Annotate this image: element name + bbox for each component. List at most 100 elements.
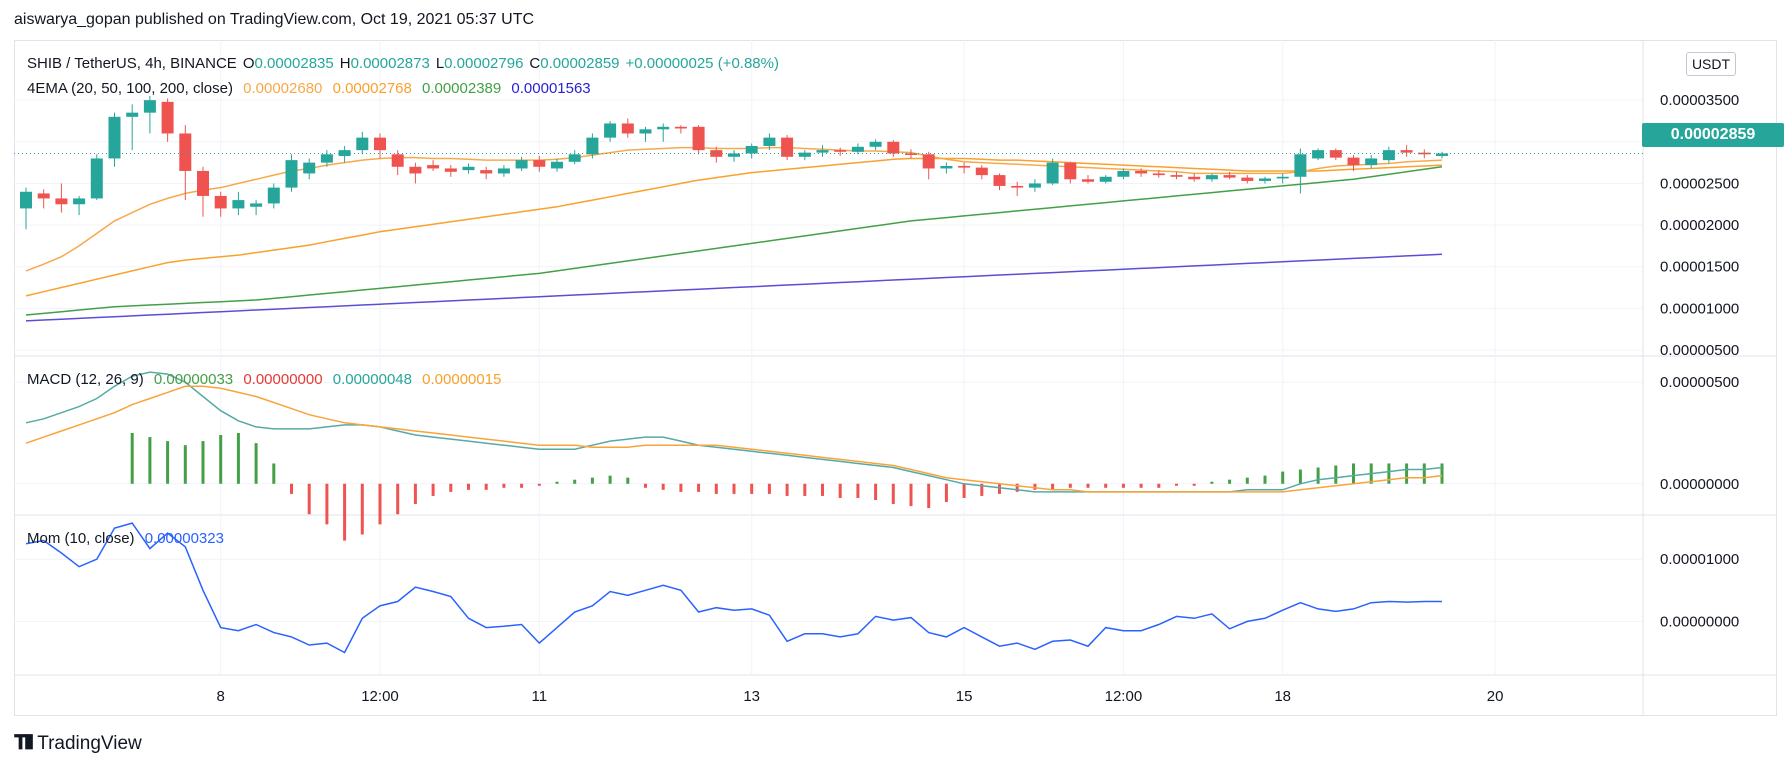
footer-brand-label: TradingView [37,732,142,754]
macd-histogram-bar [502,483,506,488]
macd-histogram-bar [467,483,470,490]
candle-body [1188,176,1201,180]
ema100-value: 0.00002389 [421,80,502,97]
candle-body [975,167,988,176]
macd-histogram-bar [1316,467,1320,484]
macd-histogram-bar [644,483,647,488]
candle-body [1205,175,1218,180]
macd-histogram-bar [254,443,258,484]
candle-body [232,200,245,209]
candle-body [621,123,634,134]
candle-body [710,150,723,157]
macd-histogram-bar [1139,483,1143,488]
candle-body [674,126,687,129]
macd-label[interactable]: MACD (12, 26, 9) [27,371,144,388]
ema100-line [25,166,1443,316]
macd-histogram-bar [891,483,895,505]
candle-body [303,162,316,174]
mom-legend: Mom (10, close) 0.00000323 [27,530,230,547]
macd-histogram-bar [1104,483,1108,488]
candle-body [320,154,333,163]
macd-line-value: 0.00000048 [332,371,412,388]
macd-histogram-bar [767,483,771,494]
candle-body [267,187,280,204]
macd-histogram-bar [1298,469,1302,484]
candle-body [851,146,864,152]
macd-histogram-bar [555,481,559,484]
candle-body [869,141,882,147]
ema50-line [25,157,1443,297]
candle-body [338,150,351,156]
x-tick-label: 8 [217,688,225,705]
price-tick-label: 0.00001000 [1660,300,1739,317]
mom-label[interactable]: Mom (10, close) [27,530,135,547]
ema20-line [25,146,1443,272]
macd-histogram-bar [1263,475,1267,484]
x-tick-label: 13 [743,688,760,705]
macd-histogram-bar [1210,481,1214,484]
ema20-value: 0.00002680 [243,80,323,97]
signal-line [25,385,1443,493]
candle-body [1011,185,1024,188]
candle-body [1276,176,1289,179]
macd-histogram-bar [909,483,913,507]
candle-body [55,198,68,205]
macd-histogram-bar [236,433,240,484]
ema200-value: 0.00001563 [511,80,591,97]
candle-body [1400,150,1413,153]
macd-histogram-bar [1121,483,1125,488]
macd-histogram-bar [290,483,293,494]
macd-histogram-bar [520,483,524,488]
candle-body [1170,175,1183,177]
macd-histogram-bar [1422,463,1426,484]
candle-body [1365,158,1378,166]
ema200-line [25,253,1443,322]
candle-body [958,165,971,168]
candle-body [515,160,528,169]
macd-histogram-bar [1033,483,1037,490]
macd-histogram-bar [201,441,205,484]
x-tick-label: 12:00 [1105,688,1143,705]
candle-body [1241,177,1254,181]
macd-histogram-bar [166,441,170,484]
candle-body [161,101,174,134]
price-tick-label: 0.00003500 [1660,92,1739,109]
candle-body [480,170,493,174]
candle-body [1152,173,1165,176]
x-tick-label: 12:00 [361,688,399,705]
currency-button[interactable]: USDT [1686,52,1736,76]
candle-body [214,195,227,209]
l-label: L [435,55,445,72]
price-tick-label: 0.00001500 [1660,259,1739,276]
candle-body [20,191,32,209]
candle-body [444,168,457,172]
macd-histogram-bar [803,483,807,496]
chart-frame[interactable] [14,40,1777,716]
candle-body [1135,170,1148,174]
candle-body [1329,150,1342,158]
macd-histogram-bar [1175,483,1178,486]
momentum-line [25,522,1442,654]
candle-body [781,137,794,157]
macd-histogram-bar [1352,463,1355,484]
macd-histogram-bar [874,483,878,500]
ema-label[interactable]: 4EMA (20, 50, 100, 200, close) [27,80,233,97]
macd-histogram-bar [343,483,347,541]
candle-body [1418,152,1431,155]
candle-body [1028,183,1041,188]
candle-body [834,150,847,152]
candle-body [1294,154,1307,177]
symbol-label[interactable]: SHIB / TetherUS, 4h, BINANCE [27,55,237,72]
macd-histogram-bar [1192,483,1196,486]
macd-histogram-bar [980,483,984,496]
o-label: O [242,55,255,72]
macd-histogram-bar [449,483,453,492]
macd-histogram-bar [573,479,577,484]
macd-histogram-bar [998,483,1001,494]
macd-histogram-bar [679,483,683,492]
footer-brand[interactable]: 𝐓❚ TradingView [14,732,142,755]
o-value: 0.00002835 [254,55,334,72]
candle-body [922,154,935,169]
ema50-value: 0.00002768 [332,80,412,97]
